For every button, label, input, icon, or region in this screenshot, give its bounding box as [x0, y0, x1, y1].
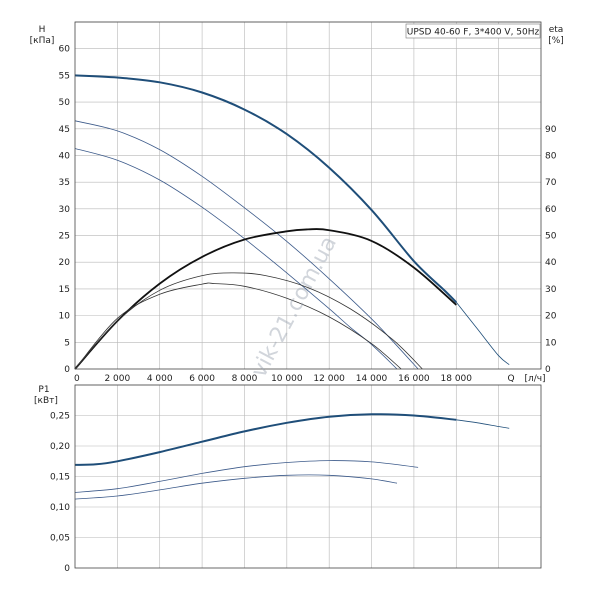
power-y-tick-labels: 0 0,05 0,10 0,15 0,20 0,25	[50, 412, 70, 575]
head-y-tick-labels: 0 5 10 15 20 25 30 35 40 45 50 55 60	[59, 45, 71, 375]
power-curve-1	[456, 419, 510, 429]
head-axis-unit: [кПа]	[30, 36, 55, 46]
head-axis-label: H	[39, 25, 46, 35]
power-curve-3	[74, 474, 398, 500]
flow-tick-label: 10 000	[271, 374, 303, 384]
eta-tick-label: 10	[545, 338, 557, 348]
head-tick-label: 55	[59, 71, 70, 81]
model-label-box	[405, 23, 541, 39]
flow-tick-label: 0	[74, 374, 80, 384]
head-tick-label: 15	[59, 285, 70, 295]
top-plot-frame	[74, 21, 542, 370]
flow-tick-label: 6 000	[189, 374, 215, 384]
eta-tick-label: 70	[545, 178, 557, 188]
eta-curve-6	[74, 282, 402, 370]
head-tick-label: 60	[59, 45, 71, 55]
eta-tick-label: 30	[545, 285, 557, 295]
head-tick-label: 20	[59, 258, 71, 268]
eta-axis-unit: [%]	[548, 36, 564, 46]
flow-tick-label: 16 000	[398, 374, 430, 384]
power-curve-0	[74, 413, 457, 466]
power-tick-label: 0,15	[50, 473, 70, 483]
flow-tick-label: 14 000	[356, 374, 388, 384]
power-curves	[74, 413, 510, 500]
power-tick-label: 0	[64, 564, 70, 574]
eta-tick-label: 20	[545, 312, 557, 322]
bottom-grid	[75, 384, 541, 568]
eta-y-tick-labels: 0 10 20 30 40 50 60 70 80 90	[545, 125, 557, 375]
eta-axis-label: eta	[549, 25, 564, 35]
power-tick-label: 0,20	[50, 442, 70, 452]
head-tick-label: 30	[59, 205, 71, 215]
head-curve-0	[74, 74, 458, 304]
flow-tick-label: 4 000	[147, 374, 173, 384]
power-curve-2	[74, 460, 419, 493]
flow-axis-unit: [л/ч]	[524, 374, 545, 384]
eta-tick-label: 60	[545, 205, 557, 215]
head-tick-label: 0	[64, 365, 70, 375]
head-tick-label: 25	[59, 232, 70, 242]
power-tick-label: 0,25	[50, 412, 70, 422]
flow-tick-label: 18 000	[441, 374, 473, 384]
power-tick-label: 0,10	[50, 503, 70, 513]
eta-tick-label: 90	[545, 125, 557, 135]
flow-x-tick-labels: 0 2 000 4 000 6 000 8 000 10 000 12 000 14 000 1…	[74, 374, 472, 384]
top-grid	[75, 21, 541, 369]
flow-tick-label: 12 000	[313, 374, 345, 384]
head-curve-3	[74, 148, 398, 370]
head-efficiency-curves	[74, 74, 510, 370]
head-tick-label: 35	[59, 178, 70, 188]
power-axis-label: P1	[38, 385, 49, 395]
flow-axis-title: Q	[507, 374, 514, 384]
head-tick-label: 5	[64, 338, 70, 348]
eta-tick-label: 50	[545, 232, 557, 242]
chart-title: UPSD 40-60 F, 3*400 V, 50Hz	[407, 28, 540, 38]
eta-curve-4	[74, 228, 457, 370]
eta-tick-label: 80	[545, 151, 557, 161]
power-tick-label: 0,05	[50, 534, 70, 544]
eta-tick-label: 40	[545, 258, 557, 268]
flow-tick-label: 8 000	[232, 374, 258, 384]
bottom-plot-frame	[74, 384, 542, 569]
head-tick-label: 45	[59, 125, 70, 135]
flow-tick-label: 2 000	[104, 374, 130, 384]
head-curve-2	[74, 120, 419, 370]
power-axis-unit: [кВт]	[34, 396, 58, 406]
head-tick-label: 40	[59, 151, 71, 161]
head-tick-label: 10	[59, 312, 71, 322]
eta-tick-label: 0	[545, 365, 551, 375]
head-tick-label: 50	[59, 98, 71, 108]
head-curve-1	[455, 302, 510, 366]
eta-curve-5	[74, 272, 423, 370]
